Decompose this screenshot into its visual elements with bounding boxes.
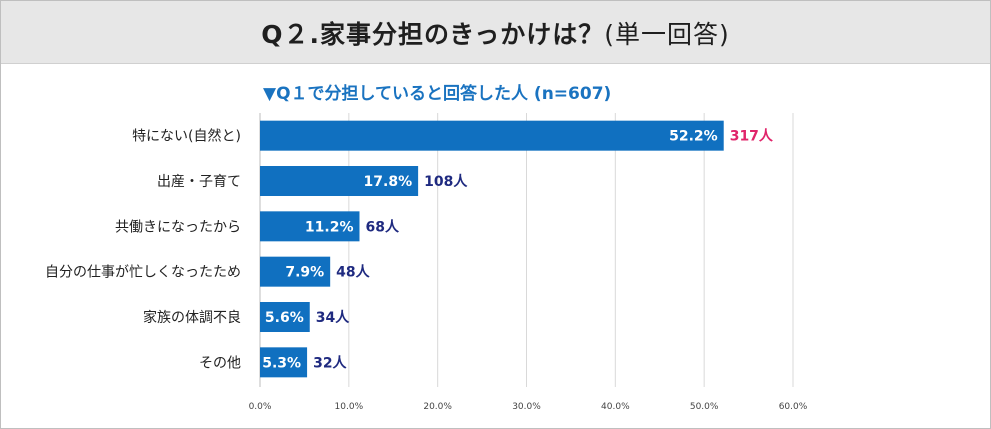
value-label: 17.8% [364, 174, 413, 190]
bar [260, 120, 724, 151]
category-label: その他 [199, 355, 241, 371]
value-label: 5.3% [262, 355, 301, 371]
value-label: 52.2% [669, 129, 718, 145]
count-label: 317人 [730, 128, 774, 145]
title-answer-type: (単一回答) [604, 20, 730, 49]
count-label: 32人 [313, 354, 347, 371]
x-tick-label: 50.0% [690, 402, 719, 412]
chart-title: Q２.家事分担のきっかけは？(単一回答) [1, 15, 990, 51]
x-tick-label: 60.0% [779, 402, 808, 412]
count-label: 68人 [365, 218, 399, 235]
x-tick-label: 30.0% [512, 402, 541, 412]
count-label: 108人 [424, 173, 468, 190]
bar [260, 166, 419, 196]
bar [260, 347, 308, 378]
category-label: 共働きになったから [115, 219, 241, 235]
count-label: 48人 [336, 264, 370, 281]
x-tick-label: 0.0% [249, 402, 272, 412]
chart-subtitle: ▼Q１で分担していると回答した人 (n=607) [263, 84, 612, 104]
category-label: 家族の体調不良 [143, 309, 241, 326]
category-label: 特にない(自然と) [132, 128, 241, 145]
value-label: 5.6% [265, 310, 304, 326]
bar [260, 211, 360, 242]
x-tick-label: 10.0% [335, 402, 364, 412]
x-tick-label: 40.0% [601, 402, 630, 412]
title-bar: Q２.家事分担のきっかけは？(単一回答) [1, 1, 990, 64]
category-label: 出産・子育て [157, 174, 241, 190]
x-tick-label: 20.0% [423, 402, 452, 412]
title-main: Q２.家事分担のきっかけは？ [261, 20, 605, 49]
category-label: 自分の仕事が忙しくなったため [45, 265, 241, 281]
bar [260, 302, 310, 332]
value-label: 7.9% [285, 265, 324, 281]
value-label: 11.2% [305, 219, 354, 235]
bar [260, 256, 331, 287]
count-label: 34人 [316, 309, 350, 326]
